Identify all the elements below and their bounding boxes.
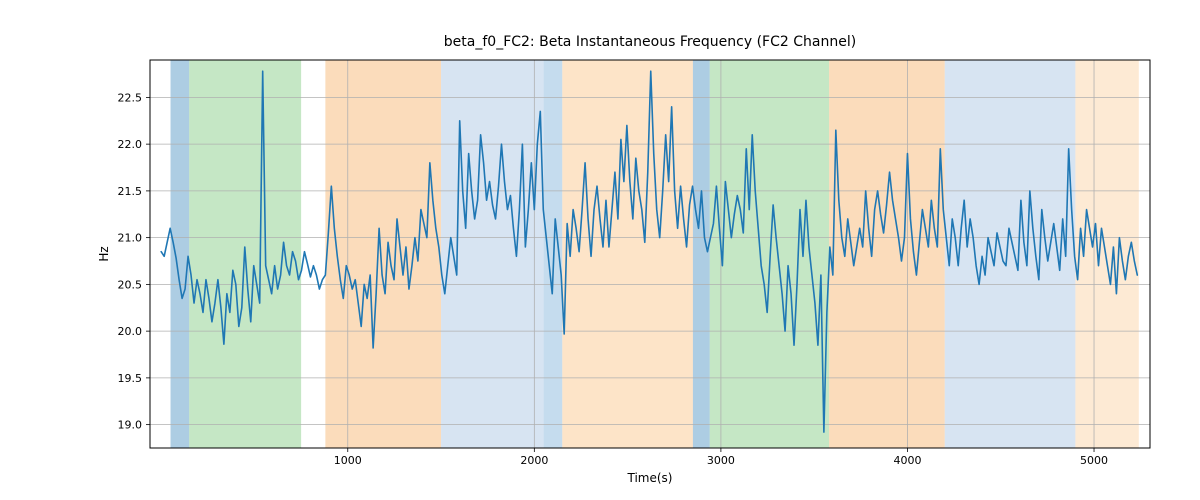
y-tick-label: 22.5 xyxy=(118,91,143,104)
chart-container: 1000 2000 3000 4000 5000 19.0 19.5 20.0 20.5 21.0… xyxy=(0,0,1200,500)
region-span xyxy=(945,60,1076,448)
y-tick-label: 21.5 xyxy=(118,185,143,198)
x-tick-label: 1000 xyxy=(334,454,362,467)
region-span xyxy=(325,60,441,448)
region-span xyxy=(171,60,190,448)
y-tick-label: 21.0 xyxy=(118,232,143,245)
x-tick-label: 3000 xyxy=(707,454,735,467)
y-axis-label: Hz xyxy=(97,246,111,261)
y-tick-label: 19.5 xyxy=(118,372,143,385)
y-tick-label: 20.5 xyxy=(118,278,143,291)
region-span xyxy=(829,60,945,448)
y-tick-label: 19.0 xyxy=(118,419,143,432)
x-tick-label: 4000 xyxy=(893,454,921,467)
y-tick-label: 20.0 xyxy=(118,325,143,338)
region-span xyxy=(693,60,710,448)
chart-title: beta_f0_FC2: Beta Instantaneous Frequenc… xyxy=(444,34,856,50)
y-tick-label: 22.0 xyxy=(118,138,143,151)
x-tick-label: 5000 xyxy=(1080,454,1108,467)
x-axis-label: Time(s) xyxy=(627,471,673,485)
x-tick-label: 2000 xyxy=(520,454,548,467)
region-span xyxy=(562,60,693,448)
region-span xyxy=(710,60,829,448)
beta-freq-chart: 1000 2000 3000 4000 5000 19.0 19.5 20.0 20.5 21.0… xyxy=(0,0,1200,500)
